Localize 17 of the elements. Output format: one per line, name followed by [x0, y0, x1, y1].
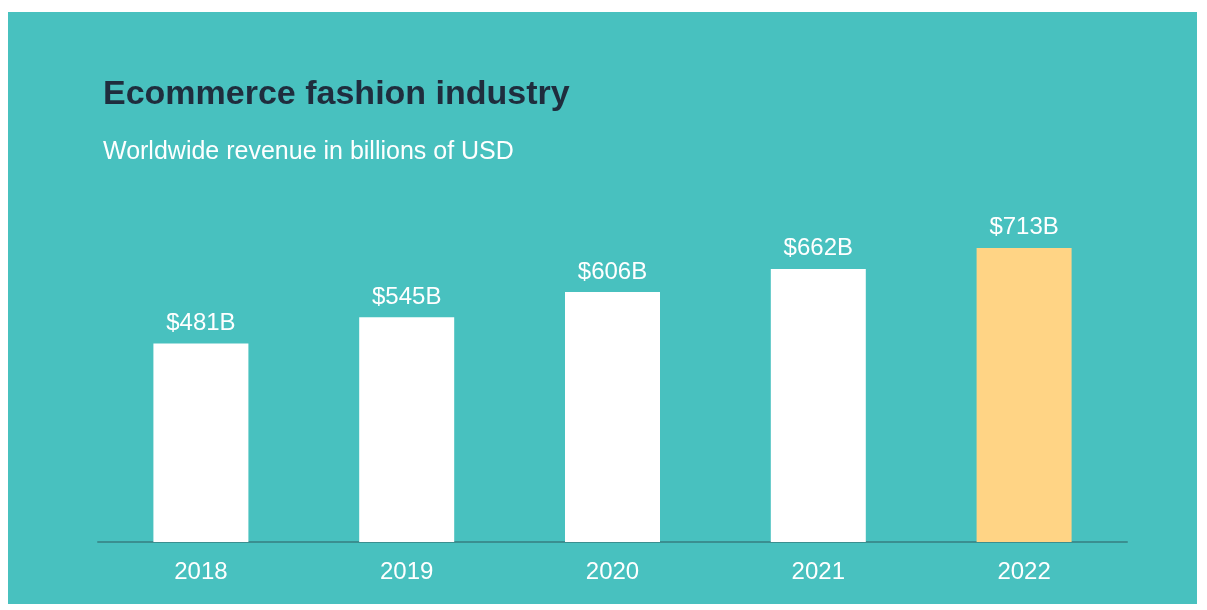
- bar: [359, 317, 455, 542]
- bar: [976, 247, 1072, 542]
- x-tick-label: 2020: [585, 556, 640, 584]
- x-tick-label: 2021: [791, 556, 845, 584]
- data-label: $662B: [783, 233, 853, 261]
- data-label: $545B: [372, 281, 442, 309]
- data-label: $713B: [989, 212, 1059, 240]
- x-tick-label: 2022: [997, 556, 1051, 584]
- bar: [153, 343, 249, 542]
- x-tick-label: 2019: [380, 556, 434, 584]
- bar: [565, 292, 660, 542]
- x-tick-label: 2018: [174, 556, 228, 584]
- chart-title: Ecommerce fashion industry: [103, 73, 570, 111]
- data-label: $606B: [577, 256, 648, 284]
- bar: [770, 268, 866, 542]
- data-label: $481B: [166, 308, 236, 336]
- chart-subtitle: Worldwide revenue in billions of USD: [103, 135, 514, 164]
